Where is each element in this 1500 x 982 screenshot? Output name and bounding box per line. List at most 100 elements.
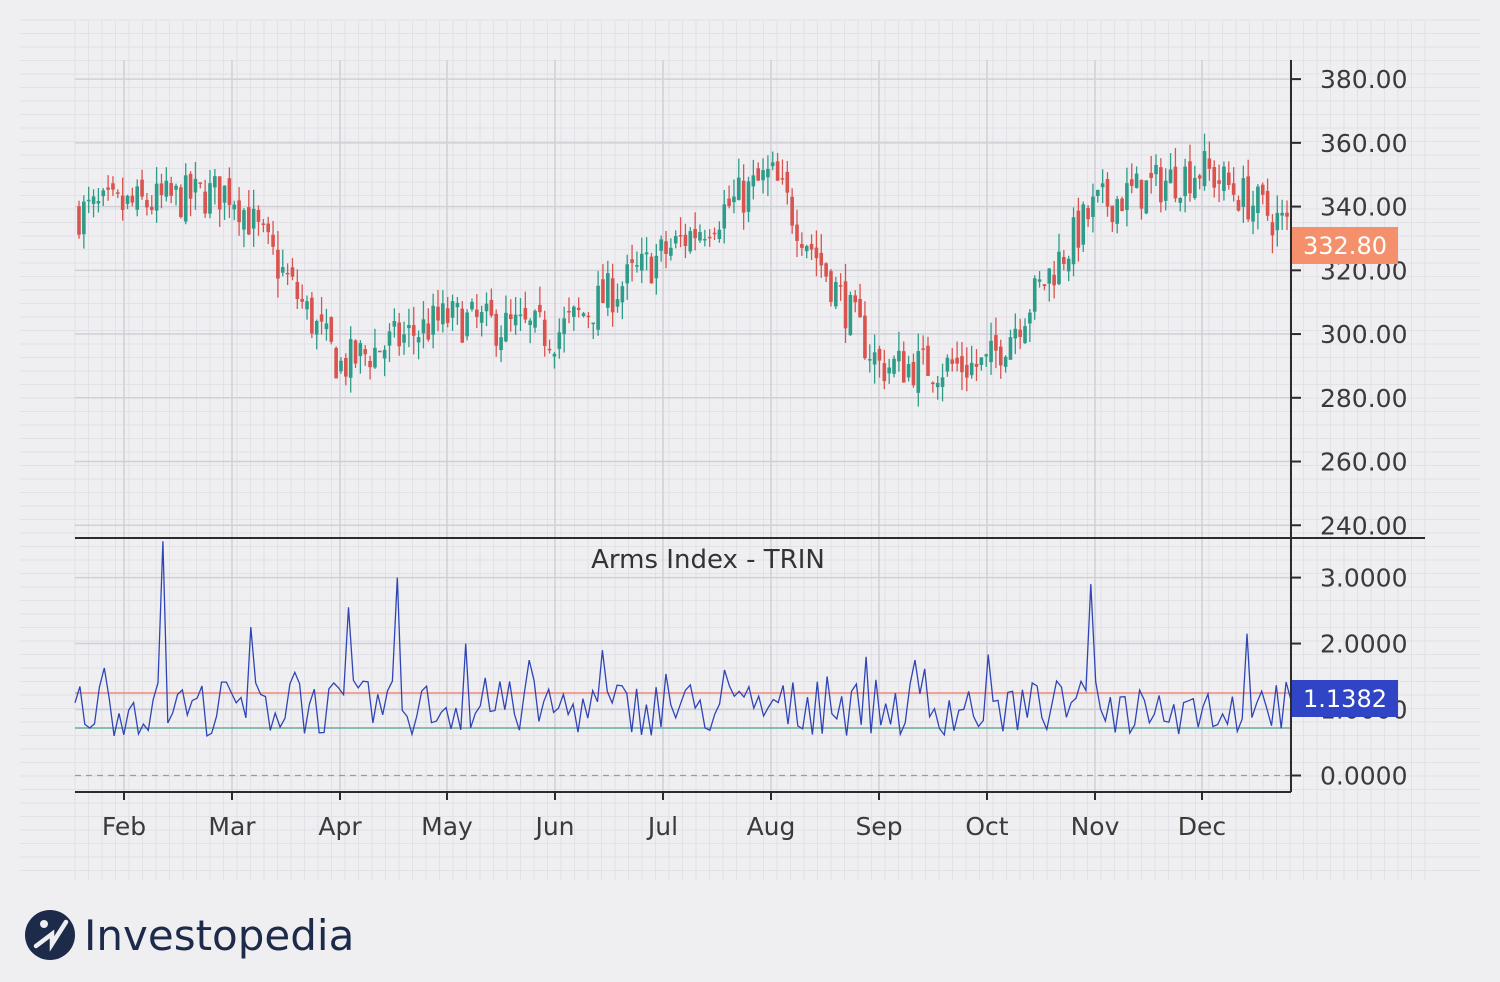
candle-body: [654, 255, 659, 279]
candle-body: [533, 310, 537, 328]
candle-body: [159, 183, 164, 196]
candle-body: [1047, 268, 1052, 284]
candle-body: [246, 207, 251, 235]
month-label: Jun: [533, 812, 574, 841]
candle-body: [368, 360, 372, 368]
candle-body: [179, 187, 183, 218]
candle-body: [741, 180, 746, 213]
trin-series-line: [74, 541, 1292, 737]
candle-body: [824, 263, 828, 277]
candle-body: [455, 302, 460, 308]
candle-body: [1120, 198, 1124, 211]
candle-body: [1003, 356, 1008, 367]
candle-body: [591, 322, 596, 325]
candle-body: [1236, 200, 1241, 211]
candle-body: [664, 241, 668, 254]
candle-body: [285, 272, 290, 275]
candle-body: [562, 318, 566, 335]
candle-body: [504, 312, 508, 342]
candle-body: [610, 278, 615, 313]
candle-body: [829, 271, 833, 302]
candle-body: [572, 306, 576, 317]
candle-body: [1173, 166, 1178, 199]
candle-body: [125, 195, 130, 204]
candle-body: [1256, 186, 1260, 214]
candle-body: [290, 267, 295, 277]
candle-body: [1091, 196, 1095, 217]
month-label: Mar: [208, 812, 256, 841]
candle-body: [736, 177, 741, 200]
candle-body: [669, 247, 673, 256]
candle-body: [1032, 278, 1037, 312]
candle-body: [310, 297, 314, 334]
candle-body: [698, 232, 702, 241]
candle-body: [673, 235, 678, 244]
candle-body: [402, 334, 406, 343]
candle-body: [877, 348, 882, 361]
candle-body: [1110, 205, 1115, 223]
candle-body: [931, 382, 935, 384]
trin-tick-label: 3.0000: [1320, 564, 1407, 593]
candle-body: [314, 321, 319, 335]
price-last-badge: [1292, 227, 1398, 264]
candle-body: [1202, 151, 1207, 187]
price-tick-label: 300.00: [1320, 320, 1407, 349]
candle-body: [1270, 222, 1275, 236]
candle-body: [1226, 172, 1231, 186]
candle-body: [766, 168, 770, 178]
candle-body: [712, 232, 717, 235]
candle-body: [1163, 180, 1168, 201]
trin-panel-title: Arms Index - TRIN: [591, 545, 825, 575]
candle-body: [547, 348, 552, 351]
candle-body: [528, 320, 532, 326]
candle-body: [1149, 172, 1153, 178]
candle-body: [790, 196, 794, 226]
candle-body: [775, 161, 780, 181]
brand-name: Investopedia: [84, 911, 354, 960]
price-tick-label: 380.00: [1320, 65, 1407, 94]
candle-body: [863, 315, 867, 359]
month-label: Dec: [1178, 812, 1226, 841]
candle-body: [1037, 279, 1042, 282]
candle-body: [135, 186, 140, 210]
trin-tick-label: 2.0000: [1320, 630, 1407, 659]
candle-body: [1207, 158, 1212, 169]
month-label: Oct: [965, 812, 1008, 841]
month-label: Sep: [855, 812, 902, 841]
candle-body: [853, 295, 858, 303]
trin-last-badge: [1292, 680, 1398, 717]
candle-body: [145, 200, 149, 208]
candle-body: [91, 196, 96, 204]
candle-body: [688, 231, 693, 252]
candle-body: [460, 308, 465, 343]
candle-body: [174, 185, 178, 190]
candle-body: [101, 190, 106, 197]
candle-body: [683, 234, 688, 247]
candle-body: [984, 354, 989, 357]
candle-body: [1285, 212, 1289, 217]
price-tick-label: 280.00: [1320, 384, 1407, 413]
candle-body: [1134, 173, 1139, 188]
candle-body: [974, 363, 979, 367]
candle-body: [1246, 176, 1250, 220]
candle-body: [1071, 217, 1076, 265]
candle-body: [344, 358, 348, 377]
candle-body: [450, 301, 455, 318]
candle-body: [470, 301, 474, 310]
candle-body: [785, 171, 790, 193]
candle-body: [834, 282, 838, 307]
candle-body: [858, 298, 862, 318]
candle-body: [416, 337, 421, 343]
candle-body: [256, 209, 261, 222]
candle-body: [1222, 166, 1226, 191]
candle-body: [465, 312, 469, 337]
candle-body: [989, 340, 993, 363]
candle-body: [358, 343, 363, 357]
candle-body: [193, 178, 198, 193]
candle-body: [1100, 183, 1105, 188]
candle-body: [620, 286, 625, 303]
candle-body: [261, 223, 266, 225]
candle-body: [606, 273, 610, 308]
